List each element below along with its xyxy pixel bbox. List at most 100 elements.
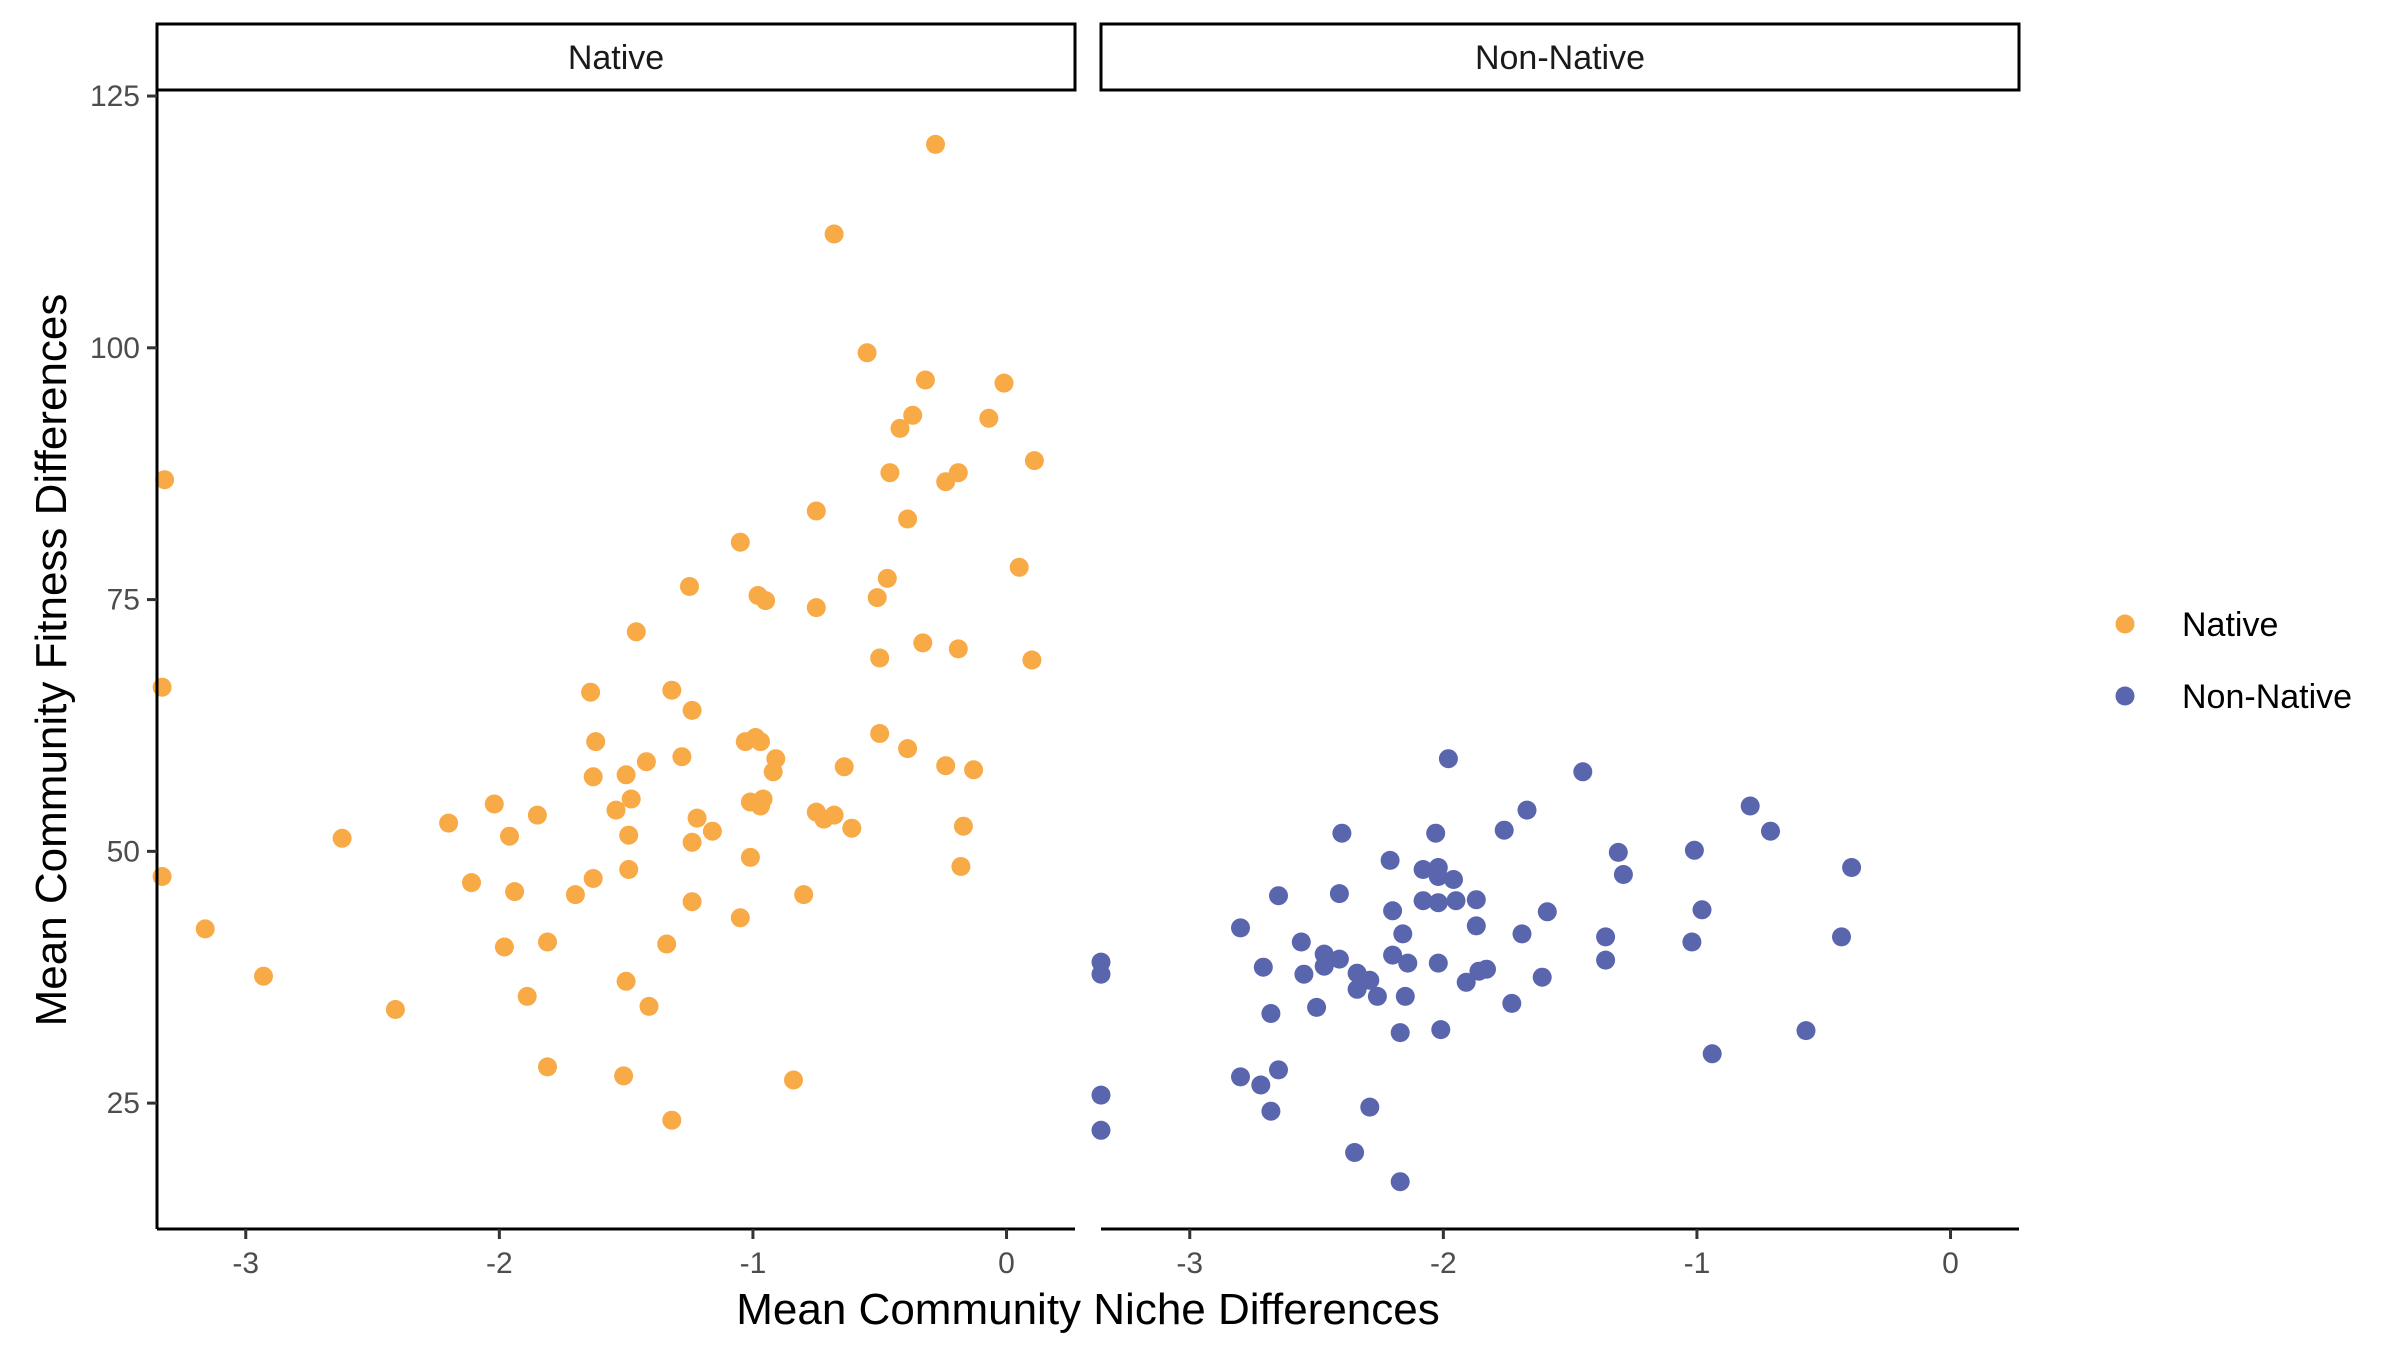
data-point — [1307, 997, 1327, 1017]
x-tick-label: -1 — [1684, 1247, 1711, 1280]
data-point — [880, 463, 900, 483]
data-point — [621, 789, 641, 809]
data-point — [1512, 924, 1532, 944]
data-point — [616, 765, 636, 785]
data-point — [1091, 1085, 1111, 1105]
data-point — [730, 532, 750, 552]
data-point — [756, 591, 776, 611]
facet-strip-label: Native — [568, 39, 664, 77]
data-point — [565, 885, 585, 905]
legend-item-native: Native — [2115, 606, 2278, 644]
data-point — [462, 873, 481, 893]
data-point — [586, 732, 606, 752]
data-point — [1314, 956, 1334, 976]
data-point — [626, 622, 646, 642]
x-tick-label: 0 — [1942, 1247, 1959, 1280]
data-point — [1251, 1075, 1271, 1095]
data-point — [948, 639, 968, 659]
data-point — [867, 588, 887, 608]
facet-panel-non-native: Non-Native -3 -2 -1 0 — [1091, 22, 2021, 1280]
facet-strip — [155, 22, 1077, 92]
data-point — [636, 752, 656, 772]
x-tick-label: -3 — [1176, 1247, 1203, 1280]
data-point — [152, 867, 172, 886]
x-axis-title: Mean Community Niche Differences — [736, 1285, 1439, 1334]
data-point — [682, 700, 702, 720]
data-point — [751, 796, 770, 816]
data-point — [1291, 932, 1311, 952]
data-point — [964, 760, 984, 780]
data-point — [936, 756, 956, 776]
data-point — [1517, 800, 1537, 820]
data-point — [915, 370, 935, 390]
data-point — [1684, 840, 1704, 860]
data-point — [1294, 964, 1314, 984]
data-point — [639, 996, 659, 1016]
data-point — [794, 885, 814, 905]
x-tick-label: 0 — [998, 1247, 1015, 1280]
data-point — [680, 577, 699, 596]
data-point — [1428, 953, 1448, 973]
data-point — [751, 732, 770, 752]
data-point — [1456, 972, 1476, 992]
data-point — [877, 568, 897, 588]
y-tick-label: 100 — [90, 332, 140, 365]
data-point — [842, 818, 862, 838]
legend-label: Non-Native — [2182, 678, 2352, 716]
data-point — [583, 767, 603, 787]
data-point — [824, 224, 844, 244]
data-point — [1390, 1172, 1410, 1192]
data-point — [583, 869, 603, 888]
data-point — [806, 501, 826, 521]
data-point — [1091, 964, 1111, 984]
data-point — [1444, 870, 1463, 889]
y-axis: 25 50 75 100 125 — [90, 80, 159, 1229]
data-point — [1692, 900, 1712, 920]
data-point — [619, 825, 639, 845]
data-point — [1395, 986, 1415, 1006]
data-point — [1345, 1143, 1365, 1162]
data-point — [898, 509, 918, 529]
data-point — [538, 1057, 557, 1077]
data-point — [1702, 1044, 1722, 1064]
data-point — [784, 1070, 803, 1090]
data-point — [763, 762, 783, 782]
data-point — [1347, 979, 1367, 999]
data-point — [1329, 949, 1349, 969]
x-tick-label: -2 — [1430, 1247, 1457, 1280]
data-point — [662, 680, 682, 700]
data-point — [662, 1110, 682, 1130]
data-point — [903, 405, 923, 425]
data-point — [1761, 821, 1780, 841]
data-point — [936, 472, 956, 492]
data-point — [1466, 916, 1486, 936]
data-point — [1842, 858, 1862, 877]
data-point — [385, 1000, 405, 1019]
data-point — [1428, 867, 1448, 886]
data-point — [870, 648, 890, 668]
data-point — [953, 816, 973, 836]
data-point — [870, 724, 890, 743]
y-tick-label: 50 — [107, 835, 140, 868]
data-point — [1269, 886, 1288, 906]
legend-key — [2115, 614, 2135, 634]
data-point — [1537, 902, 1557, 922]
data-point — [606, 800, 626, 820]
data-point — [1261, 1101, 1281, 1121]
panels-layer: Native -3 -2 -1 0 Non-Native -3 -2 -1 0 — [152, 22, 2021, 1280]
data-point — [1009, 557, 1029, 577]
data-point — [1091, 1120, 1111, 1140]
data-point — [1261, 1004, 1281, 1023]
data-point — [834, 757, 854, 777]
data-point — [1413, 860, 1433, 879]
data-point — [979, 408, 999, 428]
data-point — [687, 808, 707, 828]
data-point — [730, 908, 750, 928]
data-point — [1329, 884, 1349, 904]
data-point — [254, 966, 273, 986]
facet-panel-native: Native -3 -2 -1 0 — [152, 22, 1077, 1280]
data-point — [1596, 950, 1616, 970]
data-point — [672, 747, 692, 767]
x-tick-label: -2 — [486, 1247, 513, 1280]
